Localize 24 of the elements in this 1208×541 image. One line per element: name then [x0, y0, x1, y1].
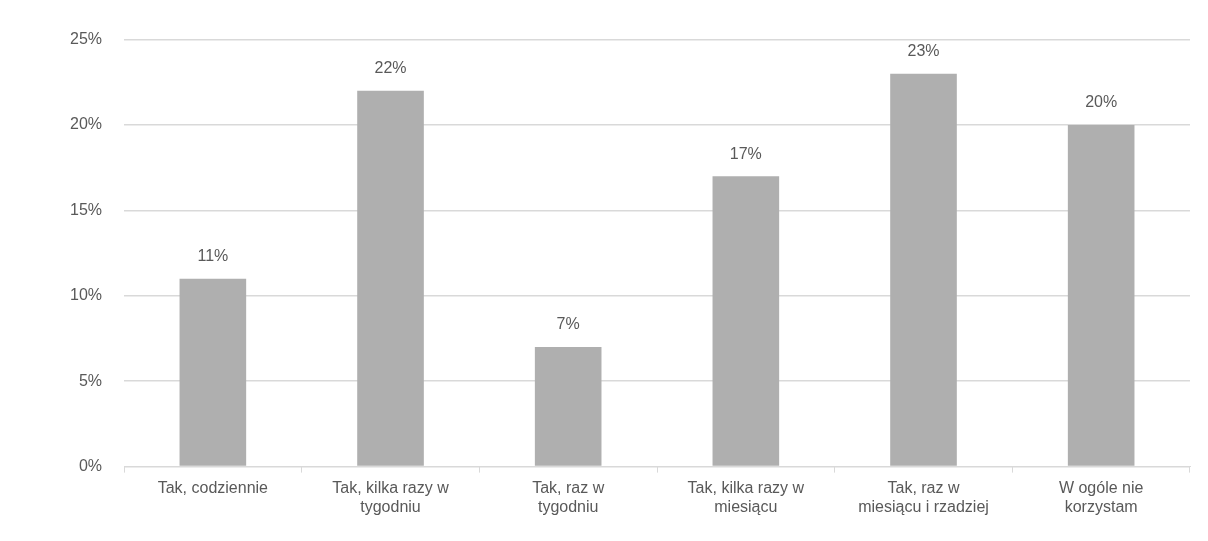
- x-tick-label: Tak, kilka razy w tygodniu: [332, 478, 450, 515]
- data-label: 20%: [1085, 93, 1118, 111]
- y-tick-label: 0%: [78, 457, 103, 475]
- bar: [890, 73, 957, 466]
- bar: [357, 90, 424, 466]
- bar: [1067, 125, 1135, 466]
- bar: [534, 347, 602, 466]
- x-tick-label: Tak, raz w miesiącu i rzadziej: [858, 478, 989, 515]
- data-label: 23%: [907, 42, 940, 60]
- x-tick-label: Tak, raz w tygodniu: [532, 478, 605, 515]
- y-tick-label: 5%: [78, 371, 103, 389]
- x-tick-label: Tak, kilka razy w miesiącu: [687, 478, 805, 515]
- data-label: 11%: [197, 247, 229, 265]
- y-tick-label: 20%: [69, 115, 103, 133]
- y-tick-label: 10%: [69, 286, 103, 304]
- bar: [179, 278, 247, 466]
- bar: [712, 176, 780, 466]
- y-tick-label: 25%: [69, 30, 103, 48]
- x-tick-label: Tak, codziennie: [157, 478, 269, 496]
- y-tick-label: 15%: [69, 200, 103, 218]
- x-tick-label: W ogóle nie korzystam: [1058, 478, 1144, 515]
- data-label: 17%: [729, 144, 762, 162]
- data-label: 22%: [374, 59, 407, 77]
- data-label: 7%: [556, 315, 580, 333]
